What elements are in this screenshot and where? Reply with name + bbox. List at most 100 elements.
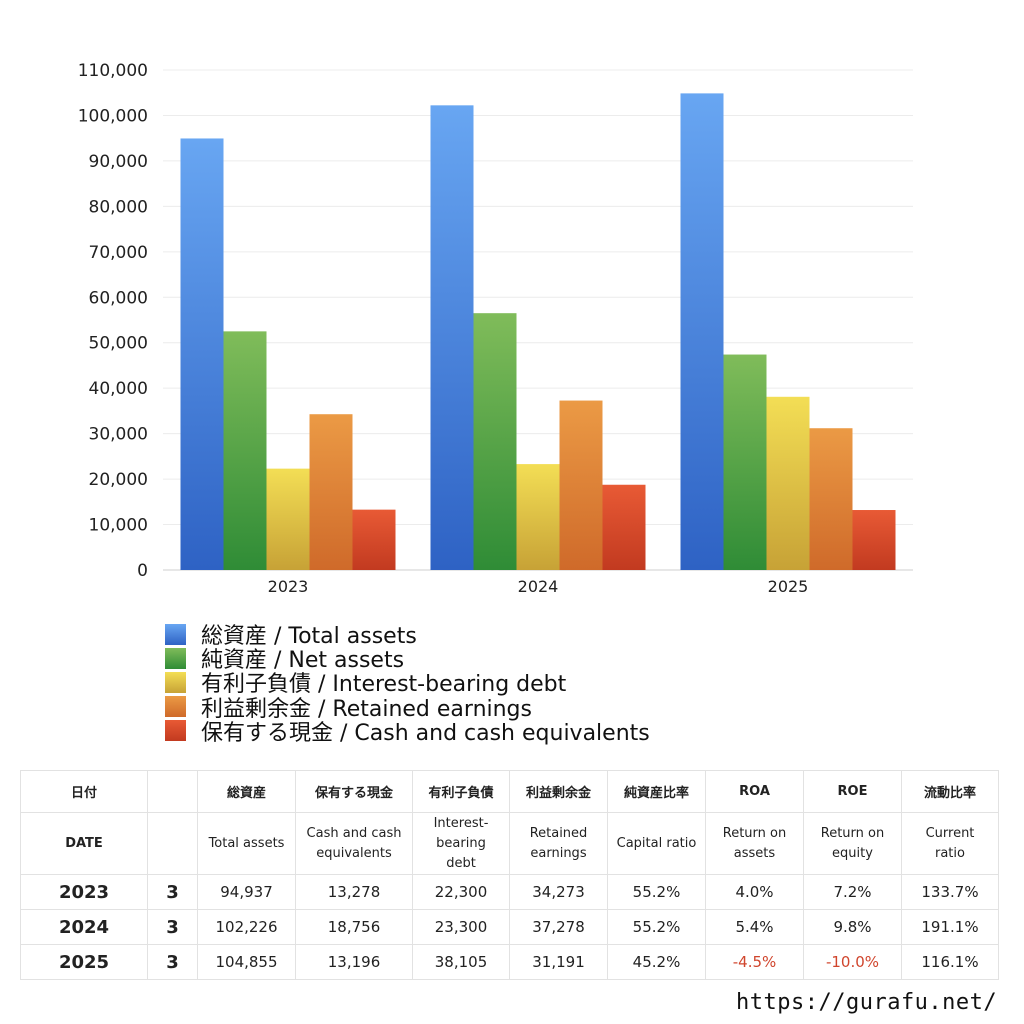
bar [352, 509, 396, 570]
site-url: https://gurafu.net/ [736, 990, 998, 1015]
legend-item: 利益剰余金 / Retained earnings [165, 695, 650, 722]
bar [852, 510, 896, 570]
legend-swatch-interest-bearing-debt [165, 671, 186, 693]
table-cell: 55.2% [607, 874, 706, 910]
x-tick-label: 2023 [268, 577, 309, 596]
year-cell: 2023 [20, 874, 148, 910]
table-cell: 38,105 [412, 944, 510, 980]
table-cell: 102,226 [197, 909, 296, 945]
header-cell: Current ratio [901, 812, 999, 875]
header-cell: Total assets [197, 812, 296, 875]
legend-swatch-retained-earnings [165, 696, 186, 718]
header-cell: 利益剰余金 [509, 770, 608, 813]
y-tick-label: 0 [137, 561, 148, 581]
legend-swatch-cash [165, 720, 186, 742]
header-cell: Return on assets [705, 812, 804, 875]
table-cell: 94,937 [197, 874, 296, 910]
y-tick-label: 110,000 [78, 61, 148, 81]
legend-label: 総資産 / Total assets [201, 624, 417, 650]
table-cell: 55.2% [607, 909, 706, 945]
header-cell: DATE [20, 812, 148, 875]
bar [430, 105, 474, 570]
table-cell: 191.1% [901, 909, 999, 945]
y-tick-label: 60,000 [89, 288, 148, 308]
table-cell: -4.5% [705, 944, 804, 980]
y-axis: 0 10,000 20,000 30,000 40,000 50,000 60,000 70,… [78, 61, 148, 581]
table-cell: 18,756 [295, 909, 413, 945]
table-cell: -10.0% [803, 944, 902, 980]
header-cell: 純資産比率 [607, 770, 706, 813]
header-cell [147, 770, 198, 813]
legend-item: 有利子負債 / Interest-bearing debt [165, 670, 650, 697]
bar [309, 414, 353, 570]
table-cell: 5.4% [705, 909, 804, 945]
header-cell: ROA [705, 770, 804, 813]
legend-label: 有利子負債 / Interest-bearing debt [201, 672, 567, 698]
legend-swatch-net-assets [165, 647, 186, 669]
legend-label: 保有する現金 / Cash and cash equivalents [201, 720, 650, 746]
bar-chart: 0 10,000 20,000 30,000 40,000 50,000 60,000 70,… [78, 61, 913, 596]
table-row: 2023 3 94,937 13,278 22,300 34,273 55.2% 4.0% 7.… [20, 874, 999, 910]
header-cell: Capital ratio [607, 812, 706, 875]
legend: 総資産 / Total assets 純資産 / Net assets 有利子負… [165, 622, 650, 746]
month-cell: 3 [147, 909, 198, 945]
y-tick-label: 20,000 [89, 470, 148, 490]
table-cell: 133.7% [901, 874, 999, 910]
legend-item: 純資産 / Net assets [165, 646, 650, 673]
table-cell: 7.2% [803, 874, 902, 910]
bar [266, 468, 310, 570]
year-cell: 2024 [20, 909, 148, 945]
legend-swatch-total-assets [165, 623, 186, 645]
header-cell: 日付 [20, 770, 148, 813]
header-cell: ROE [803, 770, 902, 813]
table-cell: 104,855 [197, 944, 296, 980]
legend-label: 純資産 / Net assets [201, 648, 405, 674]
table-cell: 9.8% [803, 909, 902, 945]
bar [602, 484, 646, 570]
header-cell: Interest-bearing debt [412, 812, 510, 875]
table-cell: 116.1% [901, 944, 999, 980]
header-cell: 総資産 [197, 770, 296, 813]
year-cell: 2025 [20, 944, 148, 980]
table-cell: 37,278 [509, 909, 608, 945]
month-cell: 3 [147, 944, 198, 980]
header-cell: Cash and cash equivalents [295, 812, 413, 875]
legend-item: 総資産 / Total assets [165, 622, 650, 649]
header-cell: 有利子負債 [412, 770, 510, 813]
bar [680, 93, 724, 571]
x-tick-label: 2024 [518, 577, 559, 596]
header-cell: Return on equity [803, 812, 902, 875]
bar [180, 138, 224, 570]
y-tick-label: 100,000 [78, 106, 148, 126]
bar [516, 464, 560, 570]
table-header-jp: 日付 総資産 保有する現金 有利子負債 利益剰余金 純資産比率 ROA ROE … [20, 770, 999, 813]
month-cell: 3 [147, 874, 198, 910]
bar [473, 313, 517, 570]
legend-item: 保有する現金 / Cash and cash equivalents [165, 719, 650, 746]
x-tick-label: 2025 [768, 577, 809, 596]
y-tick-label: 70,000 [89, 243, 148, 263]
header-cell [147, 812, 198, 875]
table-cell: 23,300 [412, 909, 510, 945]
y-tick-label: 80,000 [89, 197, 148, 217]
table-header-en: DATE Total assets Cash and cash equivale… [20, 812, 999, 875]
bar [223, 331, 267, 570]
table-cell: 45.2% [607, 944, 706, 980]
bar [723, 354, 767, 570]
y-tick-label: 50,000 [89, 334, 148, 354]
header-cell: Retained earnings [509, 812, 608, 875]
bar [766, 396, 810, 570]
table-cell: 34,273 [509, 874, 608, 910]
table-row: 2024 3 102,226 18,756 23,300 37,278 55.2% 5.4% 9… [20, 909, 999, 945]
x-axis: 2023 2024 2025 [268, 577, 809, 596]
y-tick-label: 10,000 [89, 516, 148, 536]
table-cell: 22,300 [412, 874, 510, 910]
y-tick-label: 40,000 [89, 379, 148, 399]
table-cell: 31,191 [509, 944, 608, 980]
y-tick-label: 30,000 [89, 425, 148, 445]
y-tick-label: 90,000 [89, 152, 148, 172]
header-cell: 保有する現金 [295, 770, 413, 813]
bars [180, 93, 896, 571]
table-cell: 13,278 [295, 874, 413, 910]
bar [559, 400, 603, 570]
